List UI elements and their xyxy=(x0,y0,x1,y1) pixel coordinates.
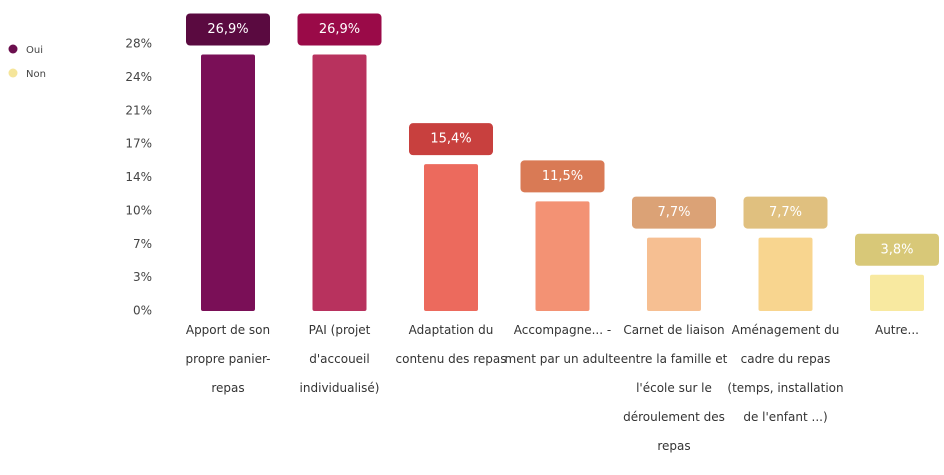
value-label-box xyxy=(632,196,716,229)
bar xyxy=(647,237,701,311)
bar xyxy=(870,274,924,311)
y-tick-label: 3% xyxy=(133,270,152,284)
x-tick-label: Adaptation du contenu des repas xyxy=(395,323,507,366)
x-tick-label: Accompagne... -ment par un adulte xyxy=(504,323,621,366)
legend-label: Non xyxy=(26,69,46,80)
value-label: 11,5% xyxy=(542,169,583,184)
value-label-box xyxy=(186,13,270,46)
x-tick-label: Apport de son propre panier-repas xyxy=(185,323,271,395)
y-tick-label: 17% xyxy=(125,137,152,151)
value-label-box xyxy=(743,196,828,229)
value-label-box xyxy=(520,160,605,193)
bar xyxy=(424,164,478,311)
value-label: 7,7% xyxy=(657,205,690,220)
value-label: 26,9% xyxy=(207,22,248,37)
bar xyxy=(201,54,255,311)
value-label-box xyxy=(855,233,939,266)
value-label: 26,9% xyxy=(319,22,360,37)
value-label-box xyxy=(409,123,493,156)
legend-marker xyxy=(8,68,18,78)
legend-label: Oui xyxy=(26,45,43,56)
x-tick-label: Aménagement du cadre du repas (temps, in… xyxy=(727,323,844,424)
y-tick-label: 21% xyxy=(125,103,152,117)
y-tick-label: 7% xyxy=(133,237,152,251)
x-tick-label: Autre... xyxy=(874,323,919,337)
y-tick-label: 24% xyxy=(125,70,152,84)
value-label: 7,7% xyxy=(769,205,802,220)
bar xyxy=(312,54,367,311)
bar xyxy=(758,237,813,311)
value-label: 3,8% xyxy=(880,242,913,257)
value-label-box xyxy=(297,13,382,46)
x-tick-label: Carnet de liaison entre la famille et l'… xyxy=(620,323,728,453)
y-tick-label: 14% xyxy=(125,170,152,184)
bar xyxy=(535,201,590,311)
value-label: 15,4% xyxy=(430,132,471,147)
legend-marker xyxy=(8,44,18,54)
y-tick-label: 0% xyxy=(133,304,152,318)
y-tick-label: 10% xyxy=(125,203,152,217)
x-tick-label: PAI (projet d'accoueil individualisé) xyxy=(299,323,380,395)
y-tick-label: 28% xyxy=(125,37,152,51)
